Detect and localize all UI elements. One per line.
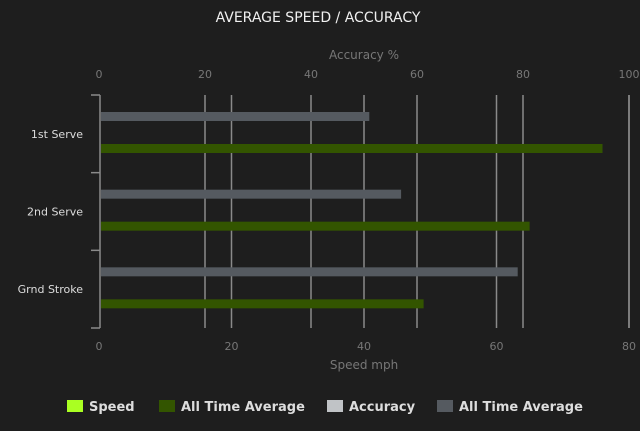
bar-speed-all-time-average — [101, 221, 530, 231]
bar-accuracy-all-time-average — [101, 112, 370, 121]
bar-accuracy-all-time-average — [101, 267, 518, 277]
top-axis-tick-label: 100 — [619, 68, 640, 81]
legend-swatch — [67, 400, 83, 412]
bottom-axis-tick-label: 20 — [225, 340, 239, 353]
top-axis-tick-label: 0 — [96, 68, 103, 81]
bottom-axis-label: Speed mph — [330, 358, 398, 372]
bottom-axis-tick-label: 40 — [357, 340, 371, 353]
legend-label: All Time Average — [459, 400, 583, 415]
top-axis-tick-label: 60 — [410, 68, 424, 81]
bottom-axis-tick-label: 0 — [96, 340, 103, 353]
top-axis-tick-label: 40 — [304, 68, 318, 81]
category-label: 2nd Serve — [27, 206, 83, 219]
legend-label: Accuracy — [349, 400, 416, 415]
legend-swatch — [327, 400, 343, 412]
legend-label: All Time Average — [181, 400, 305, 415]
bar-speed-all-time-average — [101, 299, 424, 309]
legend-swatch — [159, 400, 175, 412]
top-axis-tick-label: 20 — [198, 68, 212, 81]
category-label: 1st Serve — [31, 128, 83, 141]
chart-title: AVERAGE SPEED / ACCURACY — [216, 10, 421, 26]
legend-label: Speed — [89, 400, 135, 415]
bottom-axis-tick-label: 60 — [490, 340, 504, 353]
top-axis-label: Accuracy % — [329, 48, 399, 62]
top-axis-tick-label: 80 — [516, 68, 530, 81]
bar-speed-all-time-average — [101, 144, 603, 153]
legend-swatch — [437, 400, 453, 412]
category-label: Grnd Stroke — [18, 283, 84, 296]
bar-accuracy-all-time-average — [101, 189, 402, 199]
bottom-axis-tick-label: 80 — [622, 340, 636, 353]
